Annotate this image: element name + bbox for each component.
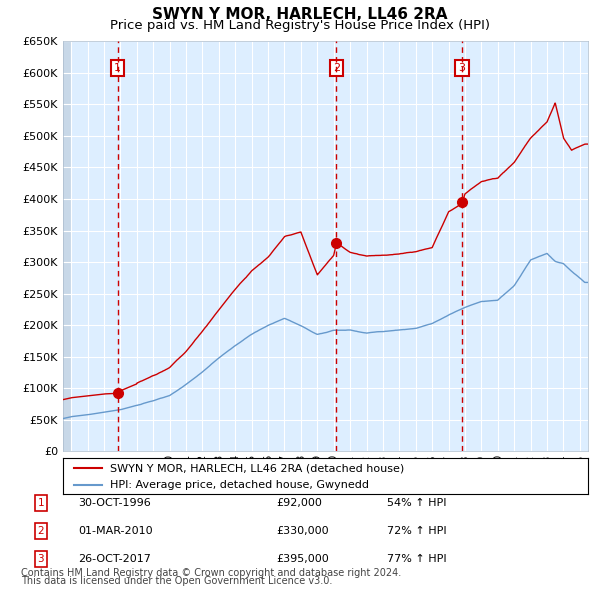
Text: 3: 3 <box>37 555 44 564</box>
Text: £395,000: £395,000 <box>276 555 329 564</box>
Text: Contains HM Land Registry data © Crown copyright and database right 2024.: Contains HM Land Registry data © Crown c… <box>21 568 401 578</box>
Text: SWYN Y MOR, HARLECH, LL46 2RA: SWYN Y MOR, HARLECH, LL46 2RA <box>152 7 448 22</box>
Text: 2: 2 <box>37 526 44 536</box>
Text: 1: 1 <box>114 63 121 73</box>
Text: 3: 3 <box>458 63 466 73</box>
Text: £92,000: £92,000 <box>276 498 322 507</box>
Text: 2: 2 <box>333 63 340 73</box>
Text: SWYN Y MOR, HARLECH, LL46 2RA (detached house): SWYN Y MOR, HARLECH, LL46 2RA (detached … <box>110 463 404 473</box>
Text: This data is licensed under the Open Government Licence v3.0.: This data is licensed under the Open Gov… <box>21 576 332 586</box>
Text: 1: 1 <box>37 498 44 507</box>
Text: 54% ↑ HPI: 54% ↑ HPI <box>387 498 446 507</box>
Text: 30-OCT-1996: 30-OCT-1996 <box>78 498 151 507</box>
Text: 72% ↑ HPI: 72% ↑ HPI <box>387 526 446 536</box>
Bar <box>63 41 71 451</box>
Text: 26-OCT-2017: 26-OCT-2017 <box>78 555 151 564</box>
Text: HPI: Average price, detached house, Gwynedd: HPI: Average price, detached house, Gwyn… <box>110 480 369 490</box>
Text: 77% ↑ HPI: 77% ↑ HPI <box>387 555 446 564</box>
Text: 01-MAR-2010: 01-MAR-2010 <box>78 526 152 536</box>
Text: Price paid vs. HM Land Registry's House Price Index (HPI): Price paid vs. HM Land Registry's House … <box>110 19 490 32</box>
Text: £330,000: £330,000 <box>276 526 329 536</box>
